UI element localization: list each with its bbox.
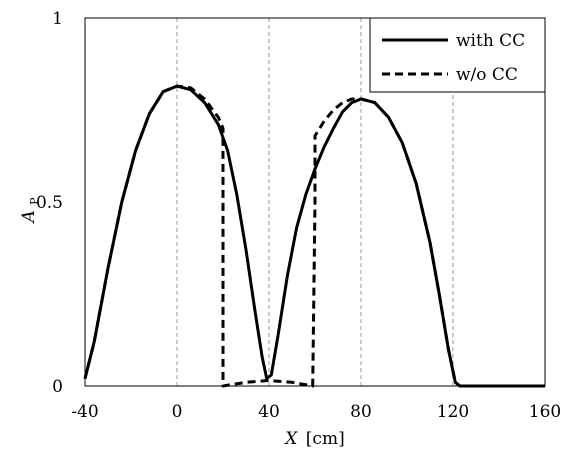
x-tick-label: 160 [529, 402, 561, 422]
y-axis-ticks: 00.51 [36, 9, 63, 397]
x-tick-label: -40 [71, 402, 98, 422]
y-tick-label: 0.5 [36, 193, 63, 213]
series-line-with-cc [83, 84, 545, 388]
x-tick-label: 40 [258, 402, 280, 422]
legend-label-wo-cc: w/o CC [456, 65, 518, 85]
x-tick-label: 120 [437, 402, 469, 422]
y-axis-variable: A [19, 210, 39, 224]
y-axis-subscript: P [28, 197, 41, 205]
x-axis-variable: X [283, 429, 298, 449]
x-tick-label: 0 [172, 402, 183, 422]
x-axis-title: X [cm] [283, 429, 344, 449]
y-tick-label: 1 [52, 9, 63, 29]
x-axis-ticks: -40 0 40 80 120 160 [71, 402, 561, 422]
legend-label-with-cc: with CC [456, 31, 525, 51]
y-axis-title: A P [19, 197, 41, 225]
series-line-wo-cc [83, 84, 545, 388]
series-layer [83, 84, 545, 388]
legend-box [369, 17, 546, 93]
plot-area-frame [84, 17, 546, 387]
y-tick-label: 0 [52, 377, 63, 397]
x-axis-unit: [cm] [306, 429, 345, 449]
legend: with CC w/o CC [369, 17, 546, 93]
gridlines [176, 18, 454, 386]
x-tick-label: 80 [350, 402, 372, 422]
